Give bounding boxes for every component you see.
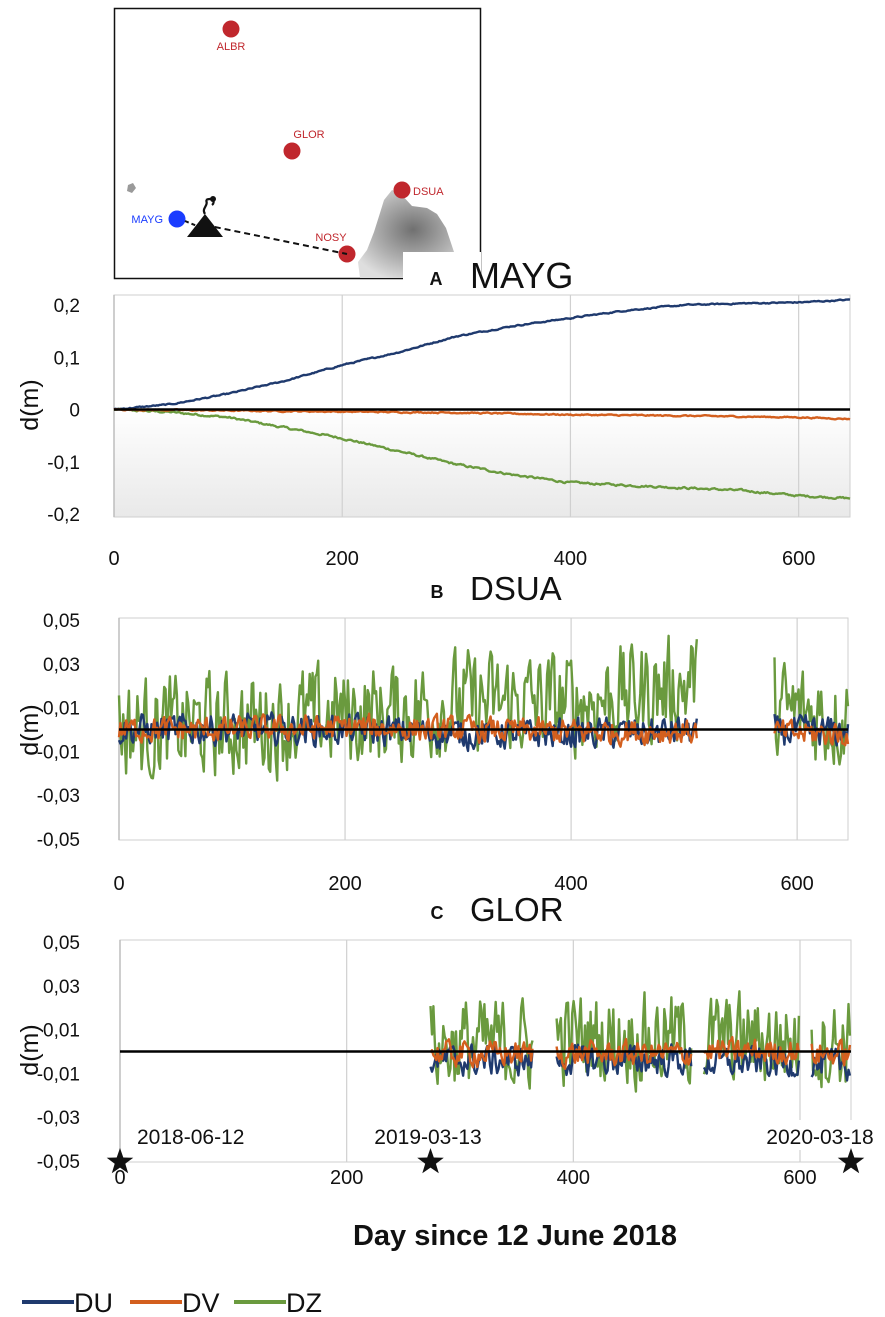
series-dz-line — [117, 634, 850, 782]
station-marker-albr — [222, 20, 240, 38]
panel-letter: A — [430, 269, 443, 289]
islet-shape — [127, 183, 136, 193]
x-axis-label: Day since 12 June 2018 — [353, 1220, 677, 1252]
x-tick-label: 0 — [108, 548, 119, 570]
panel-a-title-bg — [403, 252, 481, 286]
inset-map: ALBR GLOR DSUA NOSY MAYG — [113, 7, 482, 286]
panel-letter: B — [431, 582, 444, 602]
x-tick-label: 400 — [557, 1167, 590, 1189]
panel-title: MAYG — [470, 255, 573, 296]
event-label-bg — [752, 1120, 885, 1150]
y-tick-label: 0,01 — [43, 1021, 80, 1042]
panel-b: 0,05 0,03 0,01 -0,01 -0,03 -0,05 0 200 400 600 d(m… — [16, 570, 850, 895]
y-tick-label: 0 — [69, 401, 80, 422]
station-marker-glor — [283, 142, 301, 160]
profile-line — [204, 224, 348, 255]
y-axis-label: d(m) — [16, 1024, 44, 1075]
y-axis-label: d(m) — [16, 704, 44, 755]
y-tick-label: -0,01 — [37, 1064, 80, 1085]
x-tick-label: 400 — [554, 873, 587, 895]
x-tick-label: 200 — [328, 873, 361, 895]
legend-dz-label: DZ — [286, 1288, 322, 1317]
x-tick-label: 600 — [780, 873, 813, 895]
y-tick-label: -0,01 — [37, 742, 80, 763]
y-tick-label: 0,03 — [43, 655, 80, 676]
station-marker-dsua — [393, 181, 411, 199]
y-tick-label: -0,03 — [37, 786, 80, 807]
event-markers: 2018-06-12 2019-03-13 2020-03-18 — [106, 1120, 885, 1174]
station-label-albr: ALBR — [217, 41, 246, 53]
panel-letter: C — [431, 903, 444, 923]
panel-title: DSUA — [470, 570, 562, 607]
legend-du-label: DU — [74, 1288, 113, 1317]
y-tick-label: -0,05 — [37, 830, 80, 851]
x-tick-label: 600 — [782, 548, 815, 570]
station-label-mayg: MAYG — [131, 214, 163, 226]
station-label-glor: GLOR — [293, 129, 324, 141]
star-icon — [417, 1148, 444, 1174]
series-dz-line — [113, 407, 851, 500]
panel-a: 0,2 0,1 0 -0,1 -0,2 0 200 400 600 d(m) A MAYG — [16, 255, 851, 570]
y-tick-label: 0,05 — [43, 611, 80, 632]
legend-dv-label: DV — [182, 1288, 220, 1317]
y-tick-label: 0,1 — [54, 348, 80, 369]
x-tick-label: 0 — [114, 1167, 125, 1189]
x-tick-label: 0 — [113, 873, 124, 895]
y-tick-label: 0,03 — [43, 977, 80, 998]
series-du-line — [113, 298, 851, 411]
legend: DU DV DZ — [22, 1288, 322, 1317]
event-label-bg — [133, 1120, 269, 1150]
station-label-dsua: DSUA — [413, 186, 444, 198]
series-dz-line — [429, 990, 852, 1093]
x-tick-label: 200 — [326, 548, 359, 570]
x-tick-label: 200 — [330, 1167, 363, 1189]
y-tick-label: -0,05 — [37, 1152, 80, 1173]
x-tick-label: 600 — [783, 1167, 816, 1189]
mayg-connector — [184, 220, 198, 227]
y-tick-label: -0,1 — [47, 453, 80, 474]
y-tick-label: -0,2 — [47, 505, 80, 526]
event-date-label: 2018-06-12 — [137, 1126, 244, 1149]
plot-area — [113, 294, 851, 518]
event-date-label: 2019-03-13 — [374, 1126, 481, 1149]
star-icon — [106, 1148, 134, 1174]
station-label-nosy: NOSY — [315, 232, 347, 244]
y-tick-label: 0,05 — [43, 933, 80, 954]
x-tick-label: 400 — [554, 548, 587, 570]
panel-title: GLOR — [470, 891, 564, 928]
y-tick-label: 0,2 — [54, 296, 80, 317]
event-date-label: 2020-03-18 — [766, 1126, 873, 1149]
y-axis-label: d(m) — [16, 379, 44, 430]
volcano-icon — [187, 196, 223, 237]
star-icon — [837, 1148, 865, 1174]
y-tick-label: -0,03 — [37, 1108, 80, 1129]
series-dv-line — [117, 712, 850, 748]
y-tick-label: 0,01 — [43, 699, 80, 720]
event-label-bg — [360, 1120, 496, 1150]
station-marker-mayg — [168, 210, 186, 228]
